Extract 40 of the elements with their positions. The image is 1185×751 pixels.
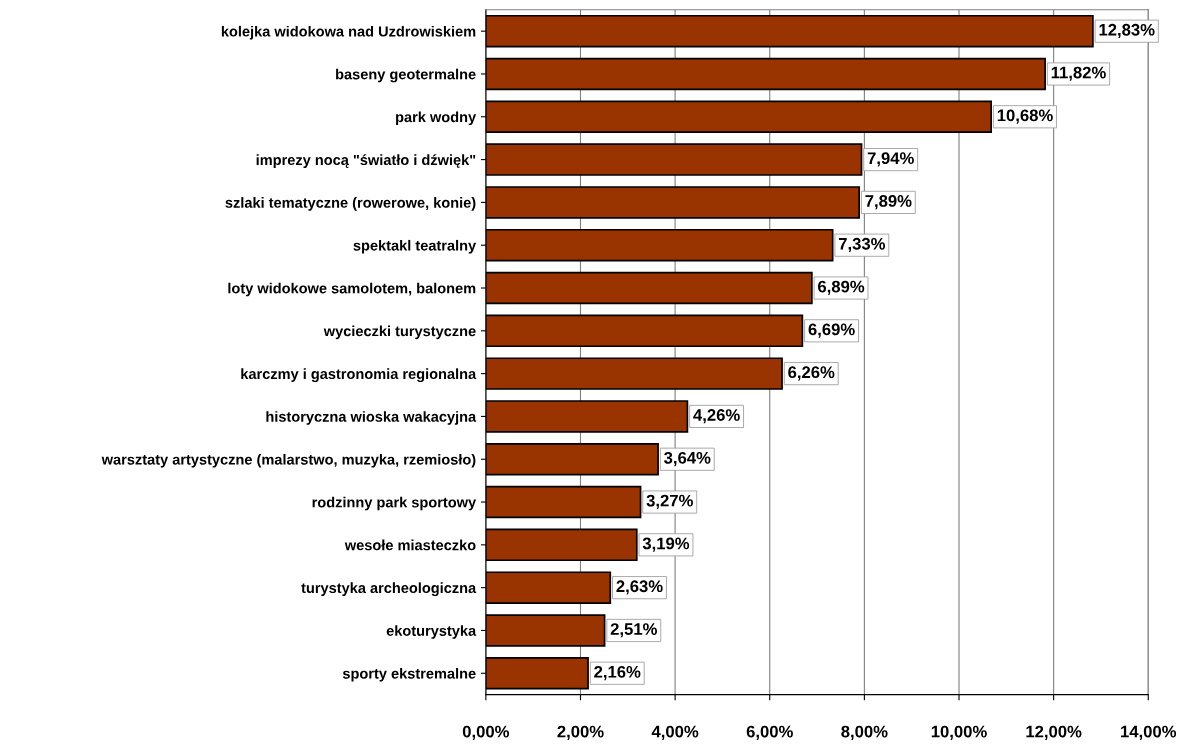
data-label: 7,94% [867,152,914,167]
y-tick-label: wesołe miasteczko [344,539,476,551]
data-label: 3,27% [646,494,693,509]
y-tick-label: imprezy nocą "światło i dźwięk" [256,154,476,168]
y-tick-label: rodzinny park sportowy [312,496,477,511]
data-label: 6,89% [818,280,865,295]
x-tick-label: 8,00% [841,725,888,740]
data-label: 3,64% [664,451,711,467]
data-label: 2,51% [610,623,657,638]
data-label: 12,83% [1099,23,1155,39]
y-tick-label: baseny geotermalne [336,68,476,83]
y-tick-label: karczmy i gastronomia regionalna [241,368,477,382]
x-tick-label: 14,00% [1121,725,1177,740]
y-tick-label: turystyka archeologiczna [301,582,477,597]
data-label: 2,63% [616,580,663,595]
y-tick-label: kolejka widokowa nad Uzdrowiskiem [221,25,476,40]
y-tick-label: historyczna wioska wakacyjna [266,411,477,425]
x-tick-label: 10,00% [931,725,987,740]
x-tick-label: 0,00% [462,725,510,740]
x-tick-label: 12,00% [1026,725,1082,740]
data-label: 4,26% [693,409,740,424]
y-tick-label: ekoturystyka [386,625,477,639]
x-tick-label: 2,00% [557,725,604,740]
data-label: 6,69% [808,323,855,338]
y-tick-label: loty widokowe samolotem, balonem [228,282,476,297]
data-label: 7,89% [865,195,912,210]
x-tick-label: 6,00% [746,725,793,740]
y-tick-label: wycieczki turystyczne [323,325,476,340]
data-label: 6,26% [788,366,835,381]
y-tick-label: szlaki tematyczne (rowerowe, konie) [225,197,476,211]
x-tick-label: 4,00% [651,725,699,740]
data-label: 3,19% [642,537,690,552]
data-label: 10,68% [997,109,1053,124]
data-label: 11,82% [1051,66,1106,81]
y-tick-label: park wodny [396,111,477,126]
data-label: 7,33% [838,237,886,253]
y-tick-label: sporty ekstremalne [342,667,476,682]
data-label: 2,16% [594,665,641,681]
y-tick-label: spektakl teatralny [353,239,477,254]
y-tick-label: warsztaty artystyczne (malarstwo, muzyka, rzemiosło) [101,453,476,468]
